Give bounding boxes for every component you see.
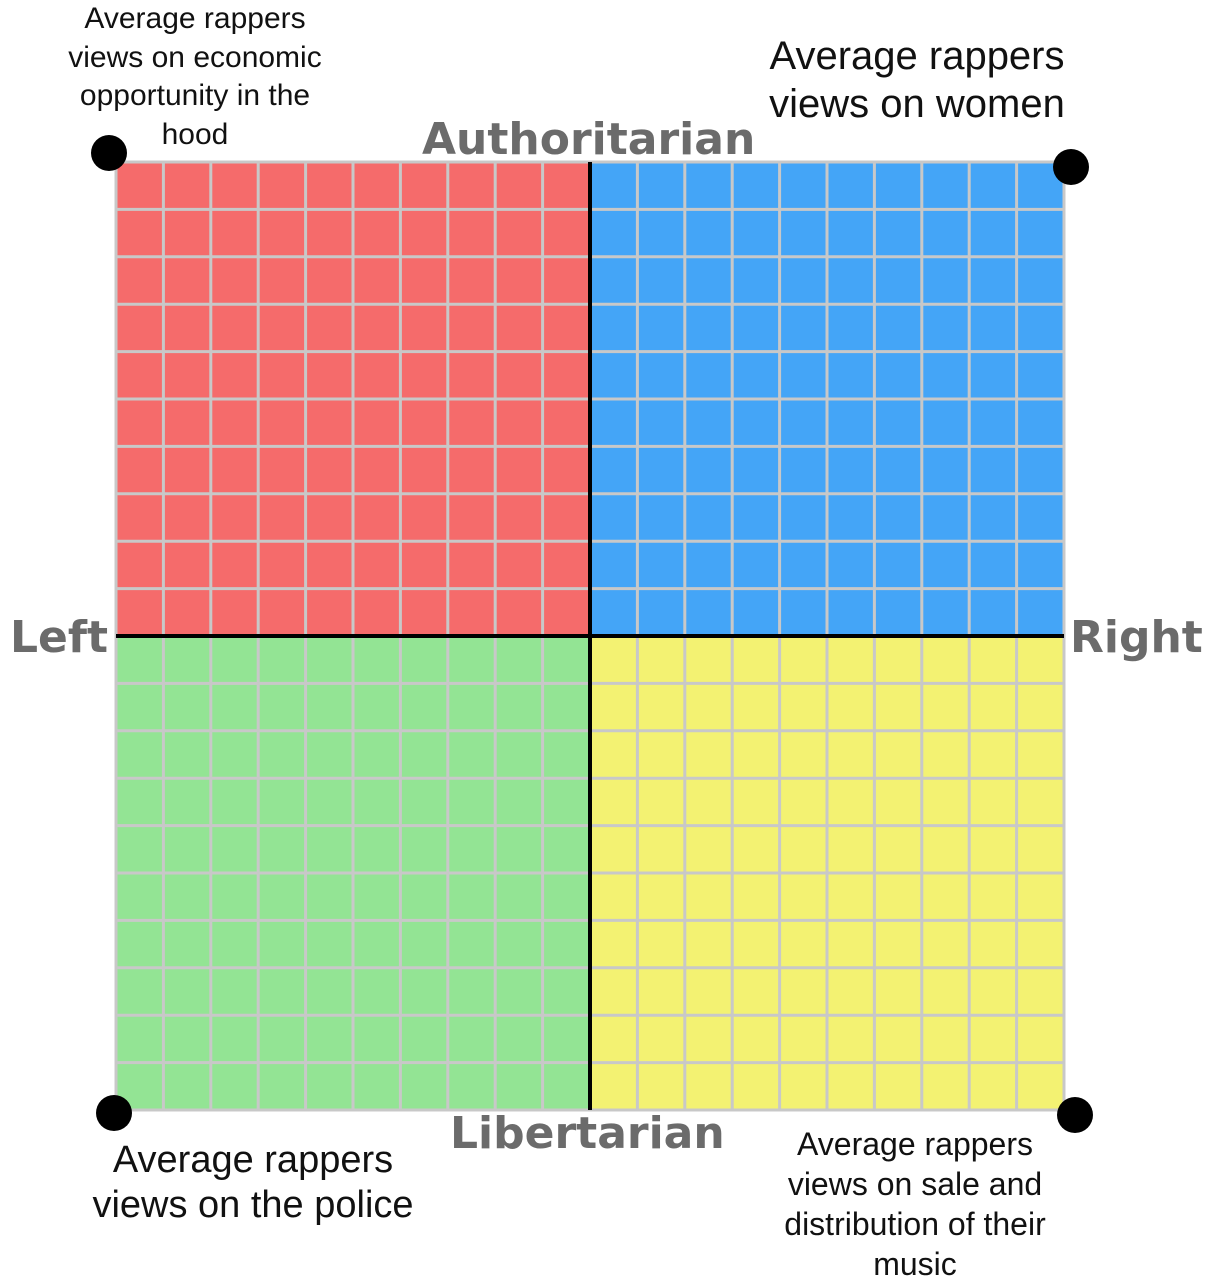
axis-label-bottom: Libertarian (450, 1108, 725, 1159)
note-line: Average rappers (84, 2, 306, 35)
axis-label-top: Authoritarian (422, 114, 756, 165)
axis-label-right: Right (1070, 612, 1203, 663)
note-line: Average rappers (769, 34, 1065, 78)
corner-dot-bottom-left (96, 1095, 132, 1131)
note-line: Average rappers (112, 1139, 394, 1181)
corner-note-top-left: Average rappers views on economic opport… (35, 0, 355, 154)
note-line: views on economic (68, 40, 322, 74)
corner-note-bottom-right: Average rappers views on sale and distri… (745, 1124, 1085, 1284)
note-line: views on the police (92, 1184, 414, 1226)
axis-label-left: Left (10, 612, 109, 663)
corner-dot-bottom-right (1057, 1097, 1093, 1133)
note-line: distribution of their (784, 1206, 1046, 1242)
note-line: opportunity in the (79, 79, 311, 112)
corner-dot-top-right (1053, 149, 1089, 185)
note-line: views on sale and (787, 1166, 1043, 1202)
corner-note-top-right: Average rappers views on women (742, 32, 1092, 128)
note-line: Average rappers (797, 1126, 1033, 1162)
corner-dot-top-left (91, 135, 127, 171)
corner-note-bottom-left: Average rappers views on the police (63, 1138, 443, 1228)
note-line: hood (161, 117, 229, 151)
note-line: views on women (769, 82, 1065, 126)
note-line: music (873, 1246, 957, 1282)
